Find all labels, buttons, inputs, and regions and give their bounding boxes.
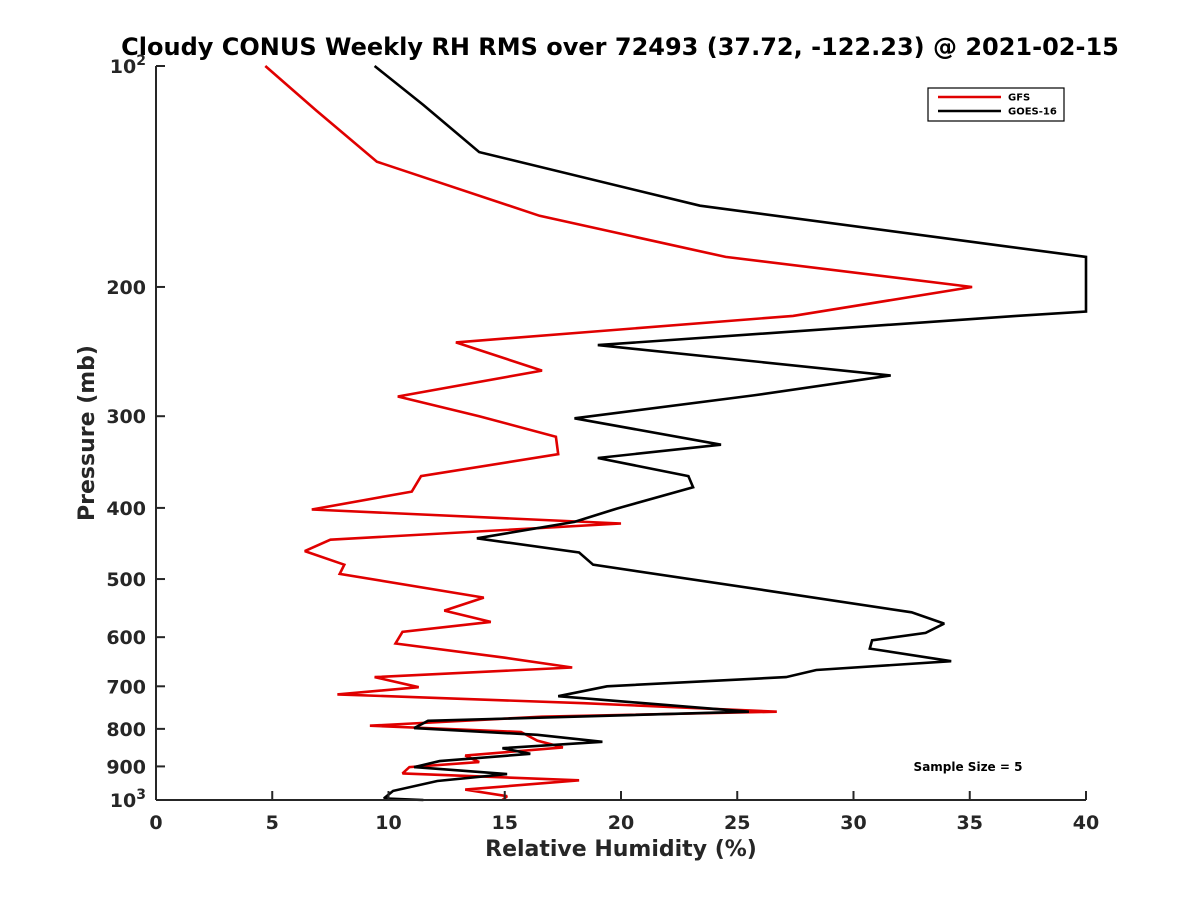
x-tick-label: 25: [724, 812, 750, 834]
legend-label-goes16: GOES-16: [1008, 107, 1057, 118]
y-axis-label: Pressure (mb): [75, 345, 100, 521]
y-tick-label: 500: [106, 569, 146, 591]
plot-series-group: [264, 64, 1088, 802]
series-line-goes16: [373, 64, 1088, 802]
x-tick-label: 35: [957, 812, 983, 834]
legend-label-gfs: GFS: [1008, 93, 1030, 104]
y-tick-label: 102: [110, 53, 146, 78]
sample-size-annotation: Sample Size = 5: [914, 760, 1023, 774]
x-tick-label: 10: [375, 812, 401, 834]
y-tick-label: 200: [106, 277, 146, 299]
legend: GFS GOES-16: [927, 87, 1065, 122]
y-tick-label: 800: [106, 719, 146, 741]
x-axis-label: Relative Humidity (%): [485, 837, 757, 862]
chart-title: Cloudy CONUS Weekly RH RMS over 72493 (3…: [121, 33, 1119, 61]
x-tick-label: 0: [149, 812, 162, 834]
y-tick-label: 900: [106, 756, 146, 778]
y-tick-label: 600: [106, 627, 146, 649]
x-tick-group: 0 5 10 15 20 25 30 35 40: [149, 791, 1099, 834]
y-tick-group: 102 200 300 400 500 600 700 800 900 103: [106, 53, 165, 812]
y-tick-label: 700: [106, 676, 146, 698]
x-tick-label: 15: [492, 812, 518, 834]
legend-box: [927, 87, 1065, 122]
x-tick-label: 5: [266, 812, 279, 834]
y-tick-label: 300: [106, 406, 146, 428]
y-tick-label: 103: [110, 787, 146, 812]
x-tick-label: 30: [840, 812, 866, 834]
x-tick-label: 20: [608, 812, 634, 834]
x-tick-label: 40: [1073, 812, 1099, 834]
series-line-gfs: [264, 65, 973, 802]
y-tick-label: 400: [106, 498, 146, 520]
